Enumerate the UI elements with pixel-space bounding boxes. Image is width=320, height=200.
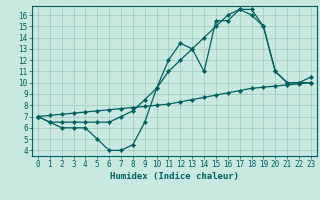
X-axis label: Humidex (Indice chaleur): Humidex (Indice chaleur) bbox=[110, 172, 239, 181]
